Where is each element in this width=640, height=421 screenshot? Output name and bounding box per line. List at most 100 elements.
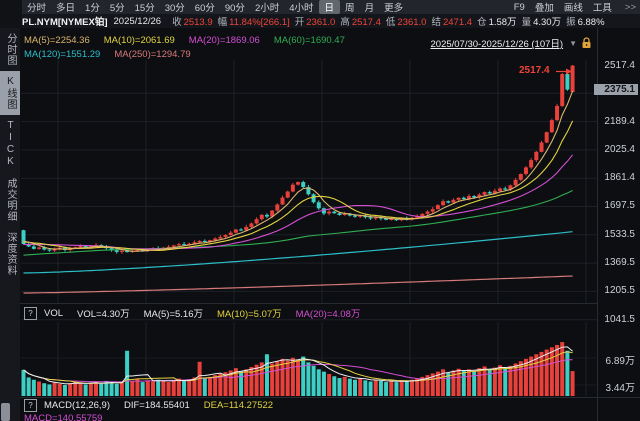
period-tab-更多[interactable]: 更多 xyxy=(384,3,404,14)
candle-body xyxy=(425,211,430,214)
period-tab-多日[interactable]: 多日 xyxy=(56,3,76,14)
sidebar-item-K线图[interactable]: K线图 xyxy=(0,71,20,115)
period-tab-15分[interactable]: 15分 xyxy=(134,3,155,14)
candle-body xyxy=(37,247,42,249)
volume-bar xyxy=(264,354,269,396)
toolbar-button-叠加[interactable]: 叠加 xyxy=(534,3,554,14)
volume-bar xyxy=(523,358,528,396)
candle-body xyxy=(182,244,187,246)
period-tab-60分[interactable]: 60分 xyxy=(194,3,215,14)
volume-bar xyxy=(83,384,88,396)
quote-field-value: 2517.4 xyxy=(351,17,381,28)
volume-bar xyxy=(435,371,440,396)
quote-field-label: 高 xyxy=(340,17,350,28)
toolbar-button-工具[interactable]: 工具 xyxy=(592,3,612,14)
volume-bar xyxy=(259,362,264,396)
volume-bar xyxy=(570,371,575,396)
ma5-line xyxy=(23,90,574,252)
sidebar-item-分时图[interactable]: 分时图 xyxy=(5,33,16,66)
volume-bar xyxy=(280,358,285,396)
date-range-label[interactable]: 2025/07/30-2025/12/26 (107日) xyxy=(430,39,564,50)
quote-info-bar: PL.NYM[NYMEX铂] 2025/12/26 收 2513.9 幅 11.84%… xyxy=(0,14,640,28)
period-tab-1分[interactable]: 1分 xyxy=(85,3,100,14)
symbol-name[interactable]: PL.NYM[NYMEX铂] xyxy=(22,17,108,28)
ma-legend: MA(120)=1551.29 xyxy=(24,49,101,60)
chevron-down-icon[interactable]: ▼ xyxy=(569,38,577,48)
volume-bar xyxy=(99,383,104,396)
candle-body xyxy=(508,185,513,190)
sidebar-item-TICK[interactable]: TICK xyxy=(5,120,16,168)
volume-bar xyxy=(301,356,306,396)
volume-bar xyxy=(254,364,259,396)
date-range-selector[interactable]: 2025/07/30-2025/12/26 (107日) ▼ xyxy=(431,36,593,50)
candle-body xyxy=(26,244,31,247)
period-tab-日[interactable]: 日 xyxy=(318,0,341,14)
volume-bar xyxy=(337,378,342,396)
volume-bar xyxy=(513,363,518,396)
period-tab-分时[interactable]: 分时 xyxy=(27,3,47,14)
volume-bar xyxy=(306,362,311,396)
volume-bar xyxy=(130,380,135,396)
candle-body xyxy=(347,213,352,216)
volume-tick: 6.89万 xyxy=(605,356,635,367)
volume-bar xyxy=(166,382,171,396)
volume-bar xyxy=(249,367,254,396)
candle-body xyxy=(171,245,176,247)
volume-bar xyxy=(425,375,430,396)
quote-field-value: 2513.9 xyxy=(183,17,213,28)
volume-bar xyxy=(384,382,389,396)
volume-bar xyxy=(135,379,140,396)
candle-body xyxy=(518,173,523,180)
ma-legend: MA(10)=2061.69 xyxy=(103,35,175,46)
period-tab-月[interactable]: 月 xyxy=(364,3,375,14)
sidebar-scroll-thumb[interactable] xyxy=(1,403,10,421)
period-tab-90分[interactable]: 90分 xyxy=(224,3,245,14)
help-icon[interactable]: ? xyxy=(24,306,37,320)
volume-bar xyxy=(508,365,513,396)
more-arrow-icon[interactable]: >> xyxy=(624,1,636,13)
period-tab-5分[interactable]: 5分 xyxy=(109,3,125,14)
volume-bar xyxy=(68,383,73,396)
volume-bar xyxy=(228,370,233,396)
volume-bar xyxy=(430,373,435,396)
volume-bar xyxy=(31,379,36,396)
candle-body xyxy=(31,246,36,249)
period-tab-周[interactable]: 周 xyxy=(345,3,355,14)
quote-fields: 收 2513.9 幅 11.84%[266.1] 开 2361.0 高 2517.4 低 2361… xyxy=(167,14,604,28)
candle-body xyxy=(327,211,332,214)
toolbar-button-画线[interactable]: 画线 xyxy=(563,3,583,14)
candle-body xyxy=(394,218,399,221)
candle-body xyxy=(570,65,575,92)
candle-body xyxy=(264,214,269,217)
price-tick: 1205.5 xyxy=(604,285,635,297)
candle-body xyxy=(420,213,425,217)
volume-bar xyxy=(373,379,378,396)
volume-bar xyxy=(145,380,150,396)
candle-body xyxy=(207,240,212,242)
period-buttons: 分时 多日 1分 5分 15分 30分 60分 90分 2小时 4小时日周月更多 xyxy=(22,0,408,14)
volume-bar xyxy=(192,377,197,396)
period-tab-30分[interactable]: 30分 xyxy=(164,3,185,14)
period-tab-2小时[interactable]: 2小时 xyxy=(254,3,280,14)
period-tab-4小时[interactable]: 4小时 xyxy=(289,3,314,14)
sidebar-item-成交明细[interactable]: 成交明细 xyxy=(5,178,16,222)
candle-body xyxy=(472,196,477,198)
quote-field-label: 振 xyxy=(566,17,576,28)
quote-field-label: 幅 xyxy=(217,17,228,28)
toolbar-right-buttons: F9 叠加 画线 工具 >> xyxy=(509,0,640,15)
lock-icon[interactable] xyxy=(581,37,592,49)
toolbar-button-F9[interactable]: F9 xyxy=(513,1,525,13)
candle-body xyxy=(466,196,471,200)
macd-value-label: MACD=140.55759 xyxy=(24,413,103,421)
sidebar-item-深度资料[interactable]: 深度资料 xyxy=(5,232,16,276)
candle-body xyxy=(213,238,218,241)
price-tick: 2517.4 xyxy=(604,60,635,71)
help-icon[interactable]: ? xyxy=(24,399,37,412)
candle-body xyxy=(435,205,440,210)
candle-body xyxy=(487,192,492,194)
candle-body xyxy=(384,218,389,220)
candle-body xyxy=(565,74,570,90)
volume-bar xyxy=(415,378,420,396)
volume-bar xyxy=(285,360,290,396)
